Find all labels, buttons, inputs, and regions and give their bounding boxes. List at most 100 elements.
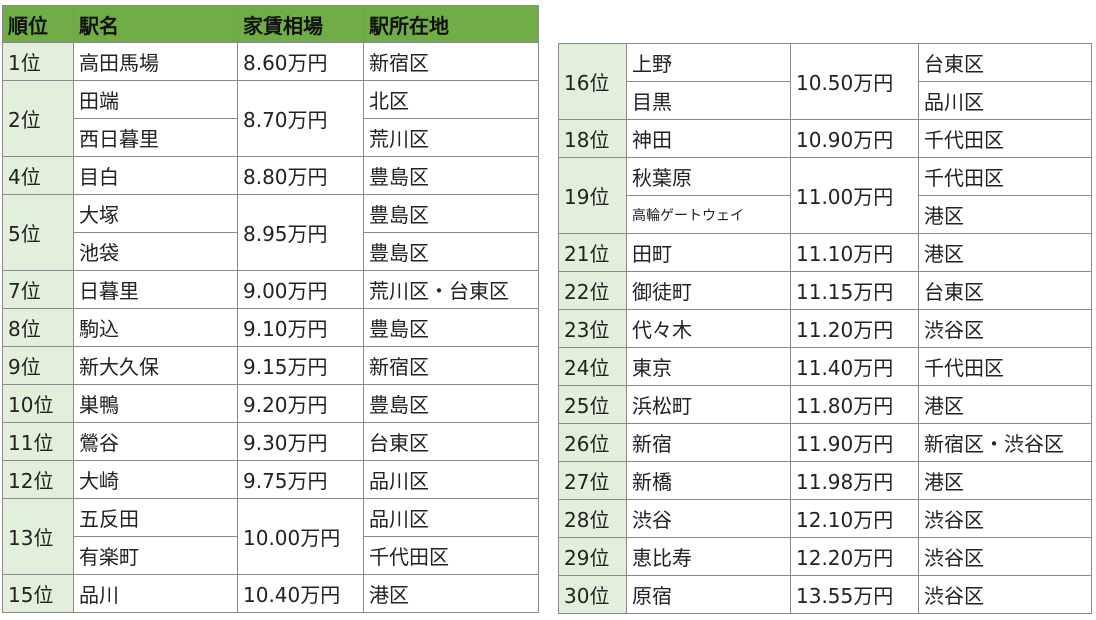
- rent-cell: 10.50万円: [790, 43, 919, 120]
- station-cell: 巣鴨: [73, 384, 238, 423]
- row: 30位 原宿 13.55万円 渋谷区: [558, 575, 1092, 614]
- station-cell: 御徒町: [626, 271, 791, 310]
- rent-cell: 11.98万円: [790, 461, 919, 500]
- rent-cell: 11.80万円: [790, 385, 919, 424]
- row: 23位 代々木 11.20万円 渋谷区: [558, 309, 1092, 348]
- rank-cell: 11位: [2, 422, 74, 461]
- row: 1位 高田馬場 8.60万円 新宿区: [2, 42, 539, 81]
- station-cell: 新橋: [626, 461, 791, 500]
- row: 10位 巣鴨 9.20万円 豊島区: [2, 384, 539, 423]
- row: 西日暮里 荒川区: [3, 118, 539, 157]
- ward-cell: 豊島区: [363, 384, 539, 423]
- rank-cell: 29位: [558, 537, 627, 576]
- rank-cell: 7位: [2, 270, 74, 309]
- rank-cell: 9位: [2, 346, 74, 385]
- rank-cell: 5位: [2, 194, 74, 271]
- ward-cell: 品川区: [363, 498, 539, 537]
- row: 12位 大崎 9.75万円 品川区: [2, 460, 539, 499]
- rank-cell: 10位: [2, 384, 74, 423]
- rank-cell: 25位: [558, 385, 627, 424]
- ward-cell: 品川区: [918, 81, 1092, 120]
- ward-cell: 渋谷区: [918, 309, 1092, 348]
- station-cell: 高輪ゲートウェイ: [626, 195, 791, 234]
- station-cell: 鶯谷: [73, 422, 238, 461]
- ward-cell: 北区: [363, 80, 539, 119]
- station-cell: 有楽町: [73, 536, 238, 575]
- ward-cell: 渋谷区: [918, 575, 1092, 614]
- rent-cell: 11.00万円: [790, 157, 919, 234]
- row: 4位 目白 8.80万円 豊島区: [2, 156, 539, 195]
- ward-cell: 渋谷区: [918, 499, 1092, 538]
- rent-cell: 9.15万円: [237, 346, 364, 385]
- rent-cell: 12.20万円: [790, 537, 919, 576]
- station-cell: 東京: [626, 347, 791, 386]
- ward-cell: 港区: [918, 195, 1092, 234]
- rent-cell: 11.20万円: [790, 309, 919, 348]
- rent-cell: 10.00万円: [237, 498, 364, 575]
- header-cell: 家賃相場: [237, 5, 364, 43]
- station-cell: 新大久保: [73, 346, 238, 385]
- station-cell: 新宿: [626, 423, 791, 462]
- row: 28位 渋谷 12.10万円 渋谷区: [558, 499, 1092, 538]
- row: 高輪ゲートウェイ 港区: [559, 195, 1092, 234]
- row: 16位 上野 10.50万円 台東区: [558, 43, 1092, 120]
- ward-cell: 千代田区: [918, 347, 1092, 386]
- rent-cell: 11.15万円: [790, 271, 919, 310]
- row: 9位 新大久保 9.15万円 新宿区: [2, 346, 539, 385]
- rank-cell: 19位: [558, 157, 627, 234]
- ward-cell: 新宿区: [363, 346, 539, 385]
- header-cell: 駅所在地: [363, 5, 539, 43]
- row: 11位 鶯谷 9.30万円 台東区: [2, 422, 539, 461]
- row: 29位 恵比寿 12.20万円 渋谷区: [558, 537, 1092, 576]
- ward-cell: 豊島区: [363, 156, 539, 195]
- rent-cell: 12.10万円: [790, 499, 919, 538]
- ward-cell: 千代田区: [918, 157, 1092, 196]
- rent-cell: 11.40万円: [790, 347, 919, 386]
- rent-cell: 13.55万円: [790, 575, 919, 614]
- rent-cell: 9.30万円: [237, 422, 364, 461]
- station-cell: 駒込: [73, 308, 238, 347]
- rent-cell: 8.70万円: [237, 80, 364, 157]
- ward-cell: 新宿区: [363, 42, 539, 81]
- header-cell: 順位: [2, 5, 74, 43]
- station-cell: 西日暮里: [73, 118, 238, 157]
- rank-cell: 12位: [2, 460, 74, 499]
- rank-cell: 22位: [558, 271, 627, 310]
- station-cell: 池袋: [73, 232, 238, 271]
- rent-cell: 8.80万円: [237, 156, 364, 195]
- header-cell: 駅名: [73, 5, 238, 43]
- station-cell: 神田: [626, 119, 791, 158]
- station-cell: 浜松町: [626, 385, 791, 424]
- station-cell: 代々木: [626, 309, 791, 348]
- station-cell: 恵比寿: [626, 537, 791, 576]
- ward-cell: 港区: [363, 574, 539, 613]
- row: 24位 東京 11.40万円 千代田区: [558, 347, 1092, 386]
- rank-cell: 16位: [558, 43, 627, 120]
- row: 5位 大塚 8.95万円 豊島区: [2, 194, 539, 271]
- ward-cell: 新宿区・渋谷区: [918, 423, 1092, 462]
- rent-cell: 10.90万円: [790, 119, 919, 158]
- row: 25位 浜松町 11.80万円 港区: [558, 385, 1092, 424]
- rank-cell: 28位: [558, 499, 627, 538]
- station-cell: 目白: [73, 156, 238, 195]
- row: 21位 田町 11.10万円 港区: [558, 233, 1092, 272]
- rent-cell: 11.90万円: [790, 423, 919, 462]
- row: 26位 新宿 11.90万円 新宿区・渋谷区: [558, 423, 1092, 462]
- station-cell: 目黒: [626, 81, 791, 120]
- rent-cell: 9.00万円: [237, 270, 364, 309]
- rank-cell: 26位: [558, 423, 627, 462]
- ward-cell: 豊島区: [363, 194, 539, 233]
- ward-cell: 豊島区: [363, 232, 539, 271]
- ward-cell: 港区: [918, 233, 1092, 272]
- ward-cell: 台東区: [363, 422, 539, 461]
- ward-cell: 豊島区: [363, 308, 539, 347]
- ward-cell: 渋谷区: [918, 537, 1092, 576]
- row: 18位 神田 10.90万円 千代田区: [558, 119, 1092, 158]
- station-cell: 原宿: [626, 575, 791, 614]
- rank-cell: 24位: [558, 347, 627, 386]
- rent-cell: 11.10万円: [790, 233, 919, 272]
- rank-cell: 1位: [2, 42, 74, 81]
- row: 2位 田端 8.70万円 北区: [2, 80, 539, 157]
- row: 27位 新橋 11.98万円 港区: [558, 461, 1092, 500]
